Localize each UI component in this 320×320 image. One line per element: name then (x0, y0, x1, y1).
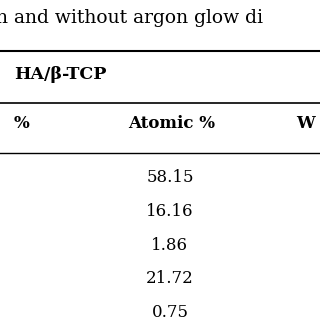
Text: HA/β-TCP: HA/β-TCP (14, 66, 106, 83)
Text: h and without argon glow di: h and without argon glow di (0, 9, 263, 27)
Text: 1.86: 1.86 (151, 236, 188, 253)
Text: 21.72: 21.72 (146, 270, 194, 287)
Text: W: W (296, 116, 315, 132)
Text: 58.15: 58.15 (146, 169, 194, 186)
Text: 16.16: 16.16 (146, 203, 194, 220)
Text: Atomic %: Atomic % (128, 116, 215, 132)
Text: %: % (14, 116, 29, 132)
Text: 0.75: 0.75 (151, 304, 188, 320)
